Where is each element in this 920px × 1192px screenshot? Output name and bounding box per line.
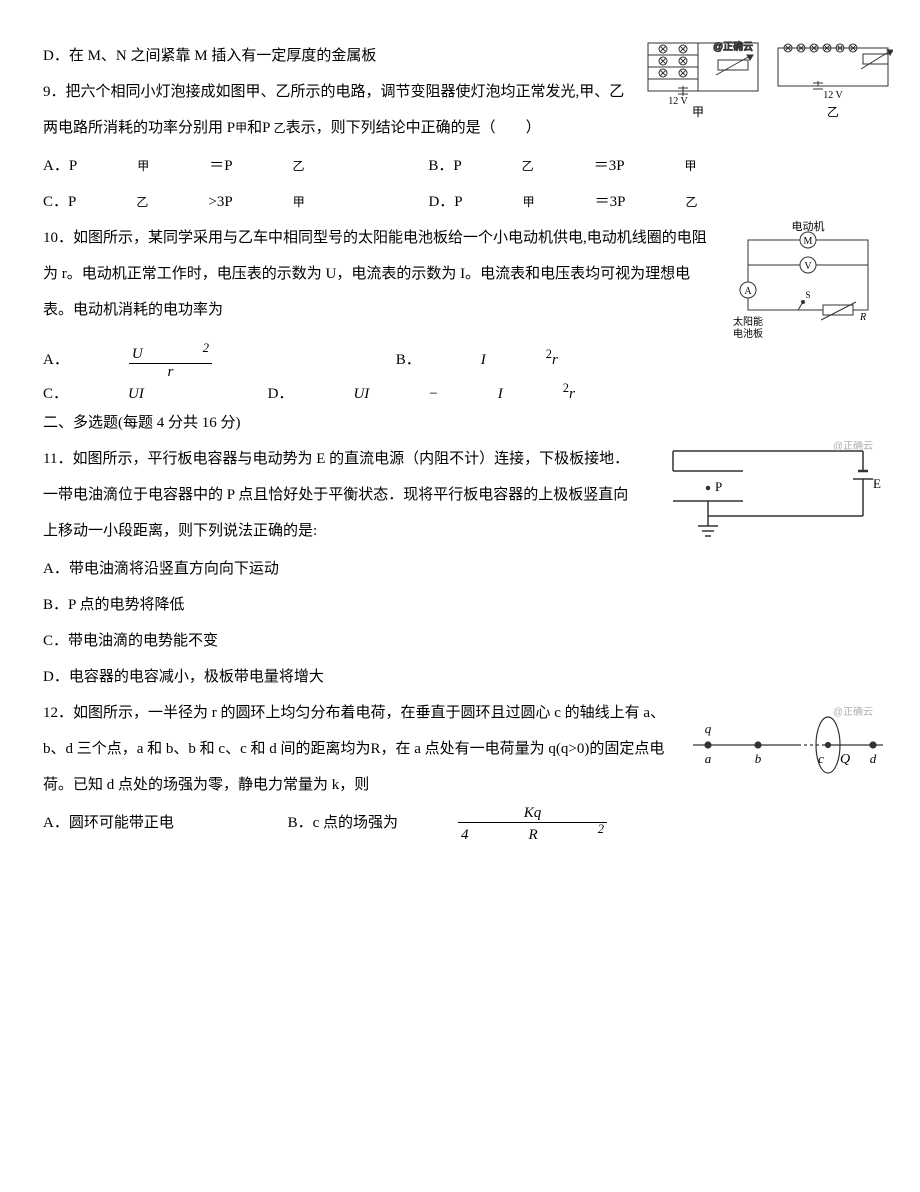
q9-circuit-diagram: @正确云 12 V 12 V 甲 乙 bbox=[643, 38, 893, 118]
q11-option-b: B．P 点的电势将降低 bbox=[43, 587, 893, 623]
svg-text:@正确云: @正确云 bbox=[833, 705, 873, 718]
svg-text:P: P bbox=[715, 479, 722, 494]
svg-text:R: R bbox=[859, 312, 866, 323]
svg-text:12 V: 12 V bbox=[823, 90, 843, 101]
svg-text:乙: 乙 bbox=[827, 105, 839, 118]
q10-stem: 10．如图所示，某同学采用与乙车中相同型号的太阳能电池板给一个小电动机供电,电动… bbox=[43, 220, 711, 328]
q11-option-c: C．带电油滴的电势能不变 bbox=[43, 623, 893, 659]
svg-text:S: S bbox=[805, 290, 810, 300]
q12-diagram: q a b c d Q @正确云 bbox=[683, 695, 893, 775]
svg-text:@正确云: @正确云 bbox=[713, 40, 753, 53]
q12-stem: 12．如图所示，一半径为 r 的圆环上均匀分布着电荷，在垂直于圆环且过圆心 c … bbox=[43, 695, 671, 803]
q11-stem: 11．如图所示，平行板电容器与电动势为 E 的直流电源（内阻不计）连接，下极板接… bbox=[43, 441, 641, 549]
svg-text:甲: 甲 bbox=[692, 105, 704, 118]
svg-text:电池板: 电池板 bbox=[733, 327, 763, 340]
q10-options: A．U2r B．I2r C．UI D．UI − I2r bbox=[43, 342, 893, 405]
svg-text:12 V: 12 V bbox=[668, 96, 688, 107]
svg-text:d: d bbox=[870, 751, 877, 766]
svg-text:E: E bbox=[873, 476, 881, 491]
q8-option-d: D．在 M、N 之间紧靠 M 插入有一定厚度的金属板 bbox=[43, 38, 631, 74]
q11-option-a: A．带电油滴将沿竖直方向向下运动 bbox=[43, 551, 893, 587]
q9-options-ab: A．P 甲＝P 乙 B．P 乙＝3P 甲 bbox=[43, 148, 893, 184]
q11-option-d: D．电容器的电容减小，极板带电量将增大 bbox=[43, 659, 893, 695]
svg-text:b: b bbox=[755, 751, 762, 766]
svg-text:A: A bbox=[744, 286, 752, 297]
svg-text:M: M bbox=[804, 236, 813, 247]
svg-text:@正确云: @正确云 bbox=[833, 441, 873, 452]
svg-text:电动机: 电动机 bbox=[792, 220, 825, 233]
section-header: 二、多选题(每题 4 分共 16 分) bbox=[43, 405, 893, 441]
q9-stem: 9．把六个相同小灯泡接成如图甲、乙所示的电路，调节变阻器使灯泡均正常发光,甲、乙… bbox=[43, 74, 631, 146]
q11-circuit-diagram: P E @正确云 bbox=[653, 441, 893, 541]
svg-text:c: c bbox=[818, 751, 824, 766]
svg-text:a: a bbox=[705, 751, 712, 766]
svg-text:q: q bbox=[705, 721, 712, 736]
q9-options-cd: C．P 乙>3P 甲 D．P 甲＝3P 乙 bbox=[43, 184, 893, 220]
q10-circuit-diagram: M V A S R 电动机 太阳能 电池板 bbox=[723, 220, 893, 340]
svg-text:太阳能: 太阳能 bbox=[733, 315, 763, 328]
svg-text:Q: Q bbox=[840, 752, 850, 767]
q12-options-ab: A．圆环可能带正电 B．c 点的场强为 Kq44RR2 bbox=[43, 805, 893, 843]
svg-text:V: V bbox=[804, 261, 812, 272]
